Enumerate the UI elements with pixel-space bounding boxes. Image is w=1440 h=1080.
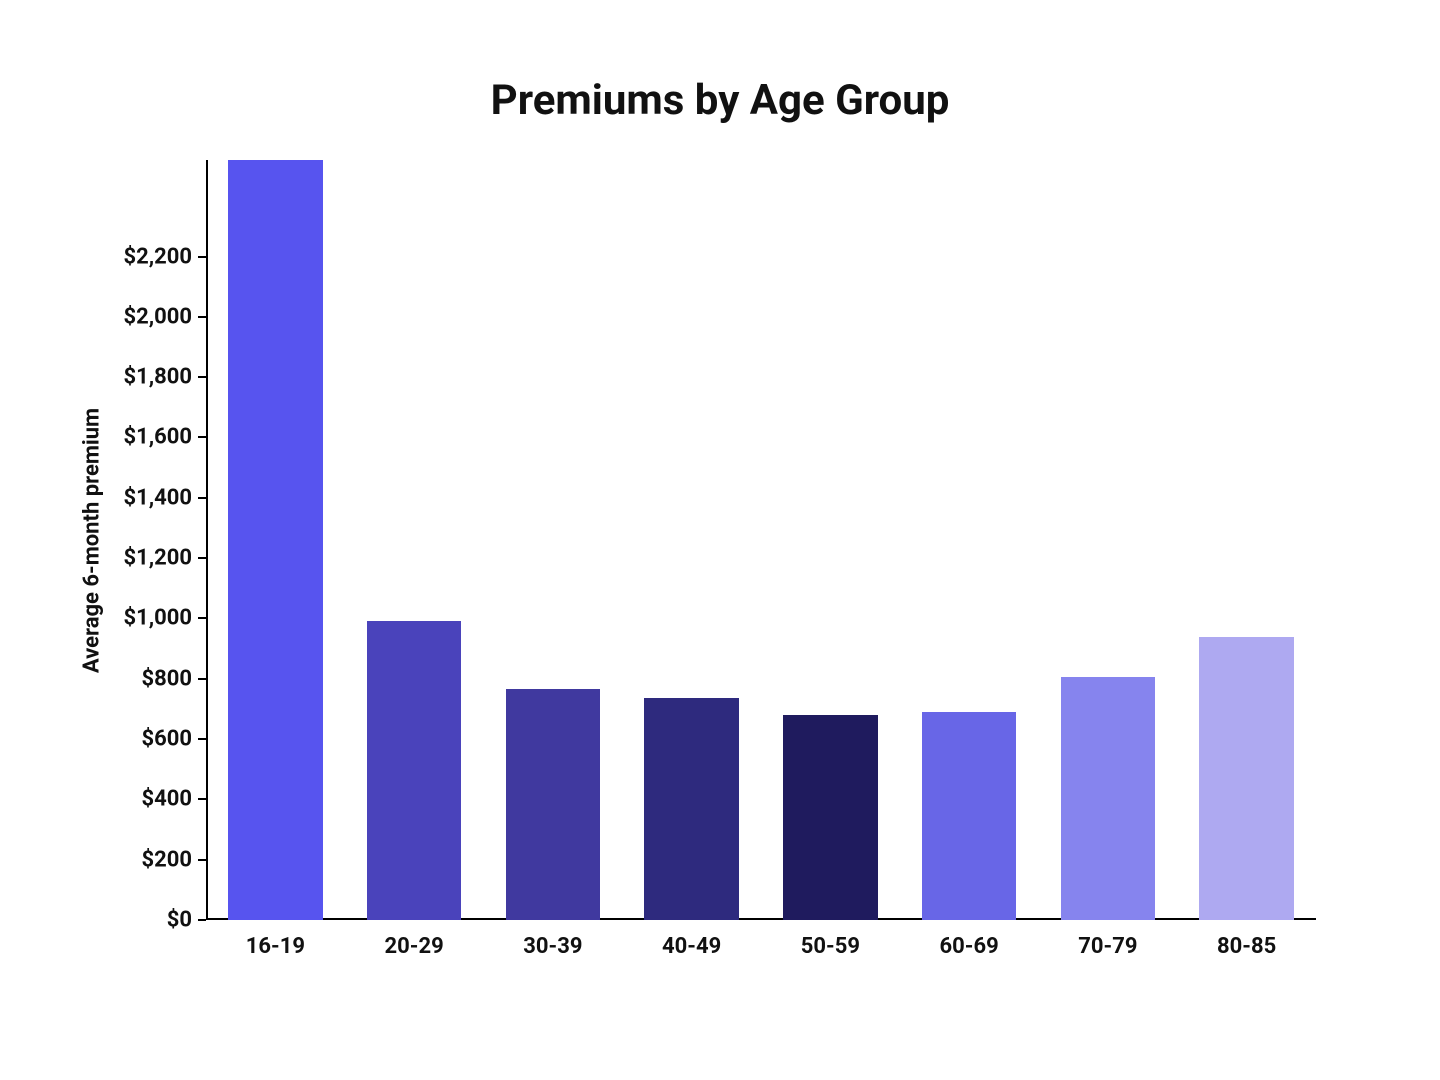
bar [922,712,1016,920]
y-tick-label: $1,800 [123,365,206,390]
x-tick-label: 50-59 [801,920,860,959]
x-tick-label: 70-79 [1078,920,1137,959]
y-tick-label: $600 [142,727,207,752]
y-tick-label: $1,600 [123,425,206,450]
y-tick-label: $400 [142,787,207,812]
y-tick-label: $1,200 [123,546,206,571]
chart-title: Premiums by Age Group [0,76,1440,125]
y-tick-label: $2,000 [123,304,206,329]
bar [1199,637,1293,920]
y-tick-label: $200 [142,847,207,872]
y-tick-label: $1,400 [123,485,206,510]
y-axis-label: Average 6-month premium [80,391,105,691]
bar [506,689,600,920]
bar [367,621,461,920]
x-tick-label: 30-39 [523,920,582,959]
y-tick-label: $0 [167,908,206,933]
y-tick-label: $2,200 [123,244,206,269]
bar [1061,677,1155,920]
x-tick-label: 60-69 [940,920,999,959]
plot-area: $0$200$400$600$800$1,000$1,200$1,400$1,6… [206,160,1316,920]
y-axis-line [206,160,208,920]
x-tick-label: 16-19 [246,920,305,959]
y-tick-label: $800 [142,666,207,691]
x-tick-label: 80-85 [1217,920,1276,959]
x-tick-label: 40-49 [662,920,721,959]
bar [228,160,322,920]
chart-container: Premiums by Age Group Average 6-month pr… [0,0,1440,1080]
bar [783,715,877,920]
x-tick-label: 20-29 [385,920,444,959]
bar [644,698,738,920]
y-tick-label: $1,000 [123,606,206,631]
